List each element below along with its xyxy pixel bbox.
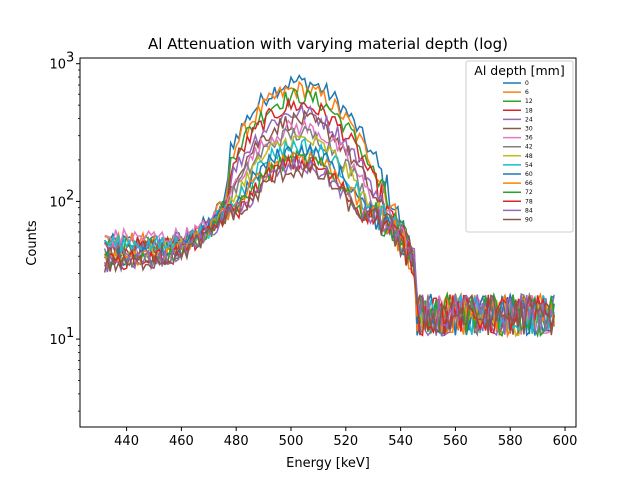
legend-label: 12: [525, 98, 533, 105]
legend-title: Al depth [mm]: [474, 63, 564, 78]
legend-label: 30: [525, 126, 533, 133]
x-tick-label: 520: [333, 434, 358, 449]
y-tick-label: 10: [49, 58, 66, 73]
x-axis: 440 460 480 500 520 540 560 580 600: [114, 427, 577, 449]
chart-title: Al Attenuation with varying material dep…: [148, 35, 508, 53]
legend-label: 90: [525, 217, 533, 224]
x-tick-label: 600: [553, 434, 578, 449]
legend-label: 18: [525, 107, 533, 114]
x-tick-label: 480: [224, 434, 249, 449]
series-line-84: [103, 156, 555, 336]
legend-label: 42: [525, 144, 533, 151]
legend: Al depth [mm] 0 6 12 18 24 30 36 42 48 54 60 66 72 78…: [465, 60, 574, 233]
x-tick-label: 440: [114, 434, 139, 449]
y-tick-label: 10: [49, 195, 66, 210]
series-layer: [103, 73, 555, 339]
x-tick-label: 540: [388, 434, 413, 449]
legend-label: 66: [525, 180, 533, 187]
y-axis-label: Counts: [25, 220, 40, 266]
y-tick-exponent: 2: [66, 188, 74, 203]
x-tick-label: 580: [498, 434, 523, 449]
series-line-66: [103, 150, 555, 339]
legend-label: 24: [525, 116, 533, 123]
legend-label: 48: [525, 153, 533, 160]
legend-label: 36: [525, 135, 533, 142]
legend-label: 72: [525, 189, 533, 196]
y-tick-exponent: 3: [66, 51, 74, 66]
legend-label: 54: [525, 162, 533, 169]
series-line-90: [103, 162, 555, 336]
legend-label: 0: [525, 80, 529, 87]
legend-label: 60: [525, 171, 533, 178]
y-tick-exponent: 1: [66, 326, 74, 341]
legend-label: 78: [525, 198, 533, 205]
legend-label: 84: [525, 207, 533, 214]
y-tick-label: 10: [49, 333, 66, 348]
x-tick-label: 560: [443, 434, 468, 449]
x-tick-label: 460: [169, 434, 194, 449]
legend-label: 6: [525, 89, 529, 96]
x-tick-label: 500: [279, 434, 304, 449]
x-axis-label: Energy [keV]: [286, 456, 370, 471]
